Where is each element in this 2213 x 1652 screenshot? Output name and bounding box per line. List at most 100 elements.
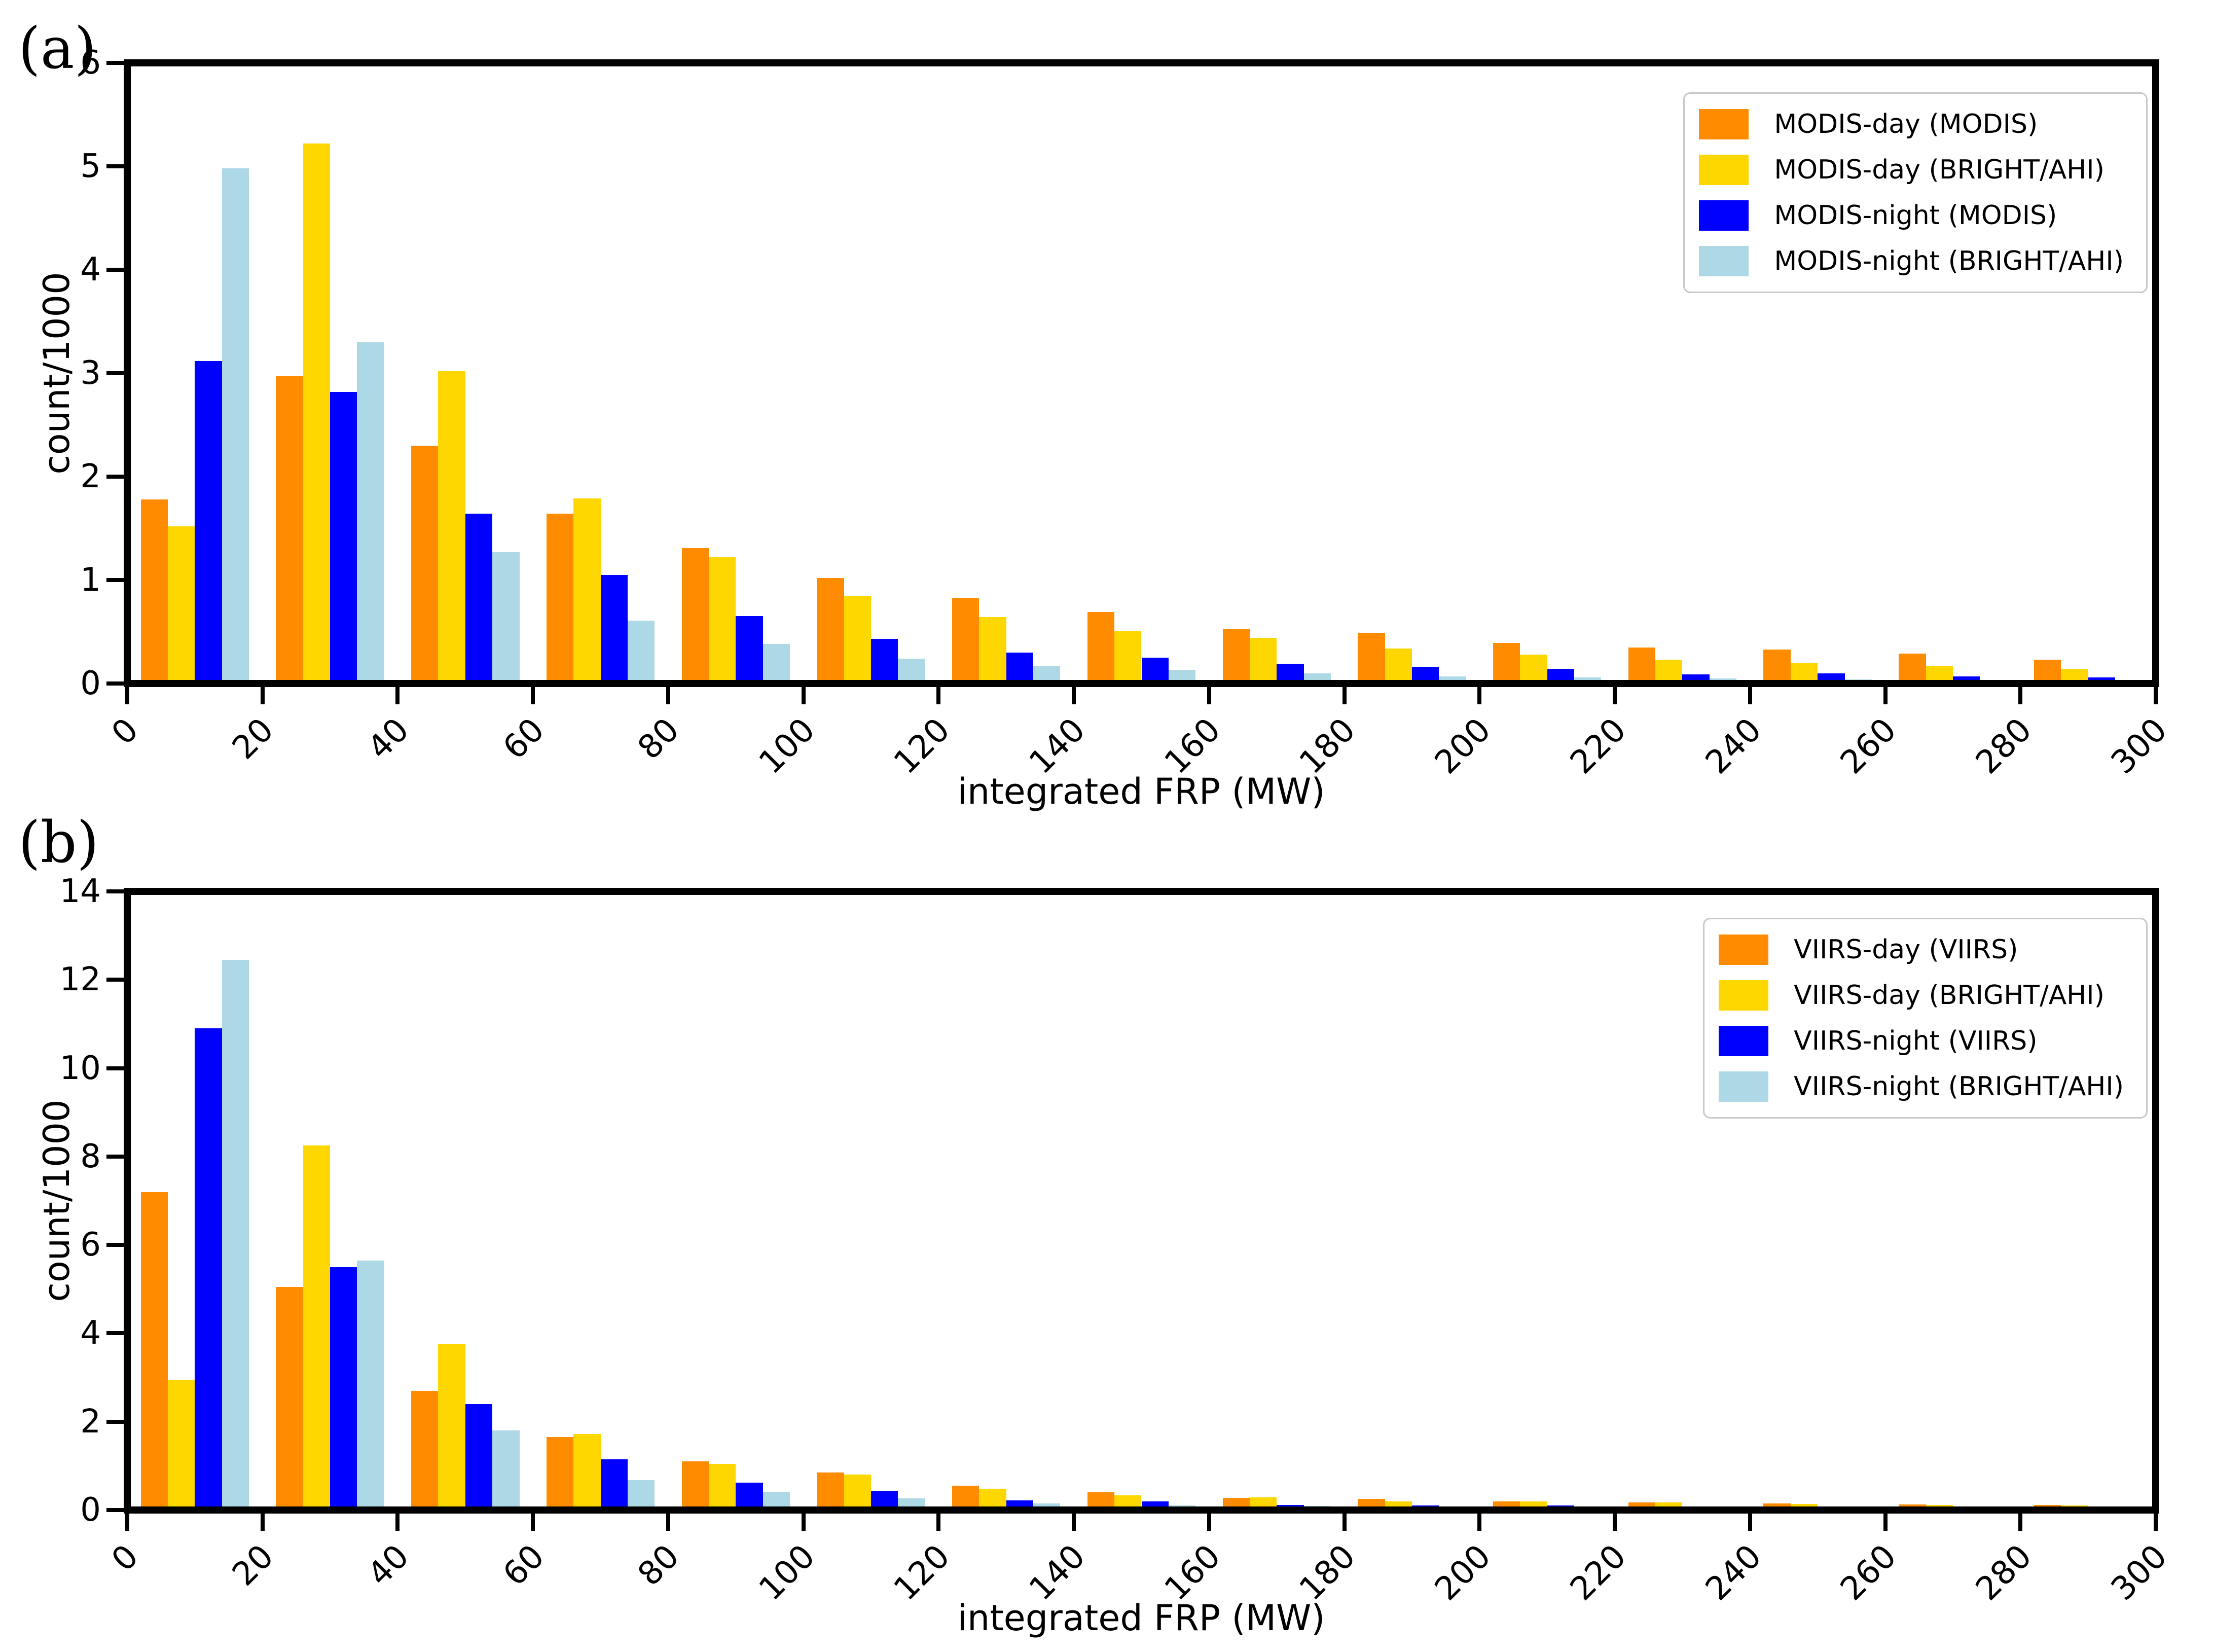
bar-viirs-night-viirs--bin11 <box>1682 1506 1710 1510</box>
x-tick-label: 160 <box>1157 1537 1228 1608</box>
bar-modis-night-modis--bin9 <box>1411 667 1439 684</box>
bar-modis-night-modis--bin14 <box>2088 677 2115 684</box>
legend-label: MODIS-day (BRIGHT/AHI) <box>1774 155 2105 185</box>
bar-viirs-day-viirs--bin1 <box>276 1286 303 1510</box>
bar-modis-day-bright-ahi--bin3 <box>573 498 601 684</box>
bar-modis-night-modis--bin2 <box>465 514 493 684</box>
bar-modis-day-bright-ahi--bin11 <box>1655 660 1683 684</box>
bars-layer-b <box>127 891 2156 1510</box>
bar-modis-night-bright-ahi--bin12 <box>1844 679 1872 684</box>
x-tick-40 <box>395 687 400 704</box>
x-tick-180 <box>1342 1514 1347 1531</box>
legend-row: MODIS-day (BRIGHT/AHI) <box>1699 155 2124 185</box>
x-tick-label: 300 <box>2104 1537 2174 1608</box>
bar-modis-night-modis--bin13 <box>1952 676 1980 684</box>
y-tick-4 <box>106 1331 124 1336</box>
bar-viirs-night-viirs--bin1 <box>330 1267 357 1510</box>
bar-viirs-night-viirs--bin8 <box>1277 1504 1304 1510</box>
bar-modis-night-bright-ahi--bin1 <box>357 342 384 684</box>
legend-color-patch <box>1719 980 1769 1011</box>
bars-layer-a <box>127 63 2156 684</box>
x-tick-260 <box>1883 687 1888 704</box>
bar-modis-day-modis--bin10 <box>1493 643 1520 684</box>
bar-modis-day-bright-ahi--bin9 <box>1385 648 1412 684</box>
bar-viirs-day-viirs--bin5 <box>817 1472 844 1510</box>
x-tick-120 <box>936 687 941 704</box>
bar-viirs-day-viirs--bin2 <box>411 1390 439 1510</box>
x-tick-140 <box>1072 1514 1076 1531</box>
bar-modis-day-bright-ahi--bin13 <box>1926 666 1953 684</box>
legend-color-patch <box>1719 1026 1769 1056</box>
bar-viirs-day-bright-ahi--bin10 <box>1520 1501 1547 1510</box>
x-tick-label: 200 <box>1428 1537 1499 1608</box>
y-tick-5 <box>106 164 124 168</box>
bar-modis-night-bright-ahi--bin13 <box>1980 680 2007 684</box>
bar-modis-day-modis--bin2 <box>411 445 439 684</box>
bar-viirs-day-viirs--bin9 <box>1358 1499 1385 1510</box>
x-tick-80 <box>666 1514 670 1531</box>
legend-label: MODIS-night (MODIS) <box>1774 200 2057 231</box>
bar-modis-day-bright-ahi--bin5 <box>844 595 872 684</box>
legend-color-patch <box>1699 109 1749 139</box>
x-tick-100 <box>801 1514 806 1531</box>
y-tick-label: 6 <box>80 1226 101 1264</box>
bar-modis-day-bright-ahi--bin8 <box>1249 638 1277 684</box>
bar-viirs-day-viirs--bin4 <box>681 1461 709 1510</box>
bar-modis-night-bright-ahi--bin6 <box>1033 666 1061 684</box>
x-tick-20 <box>260 1514 265 1531</box>
x-tick-60 <box>531 687 535 704</box>
bar-viirs-day-bright-ahi--bin8 <box>1249 1497 1277 1510</box>
x-tick-280 <box>2018 687 2023 704</box>
legend-color-patch <box>1699 246 1749 276</box>
y-tick-4 <box>106 268 124 272</box>
x-tick-300 <box>2154 1514 2158 1531</box>
bar-viirs-day-bright-ahi--bin4 <box>708 1463 736 1510</box>
x-tick-200 <box>1477 1514 1482 1531</box>
bar-modis-day-bright-ahi--bin4 <box>708 557 736 684</box>
x-tick-label: 140 <box>1022 1537 1093 1608</box>
y-tick-label: 4 <box>80 251 101 289</box>
y-tick-label: 2 <box>80 458 101 495</box>
x-tick-40 <box>395 1514 400 1531</box>
bar-viirs-day-bright-ahi--bin6 <box>979 1489 1006 1510</box>
bar-viirs-day-bright-ahi--bin11 <box>1655 1502 1683 1510</box>
bar-modis-night-modis--bin4 <box>736 616 763 684</box>
bar-modis-day-modis--bin5 <box>817 578 844 684</box>
y-tick-8 <box>106 1154 124 1159</box>
y-tick-0 <box>106 1508 124 1512</box>
bar-viirs-night-bright-ahi--bin1 <box>357 1260 384 1510</box>
bar-viirs-night-bright-ahi--bin10 <box>1574 1507 1602 1510</box>
x-tick-140 <box>1072 687 1076 704</box>
bar-modis-night-modis--bin10 <box>1547 669 1575 684</box>
y-tick-1 <box>106 578 124 582</box>
legend-color-patch <box>1719 1071 1769 1102</box>
legend-label: VIIRS-day (BRIGHT/AHI) <box>1794 980 2105 1011</box>
bar-viirs-night-bright-ahi--bin6 <box>1033 1503 1061 1510</box>
legend-label: MODIS-day (MODIS) <box>1774 109 2038 139</box>
bar-viirs-night-bright-ahi--bin8 <box>1303 1506 1331 1510</box>
bar-viirs-day-bright-ahi--bin12 <box>1790 1503 1818 1510</box>
x-tick-240 <box>1748 1514 1752 1531</box>
bar-viirs-night-bright-ahi--bin13 <box>1980 1509 2007 1510</box>
x-tick-label: 280 <box>1969 1537 2040 1608</box>
y-tick-label: 2 <box>80 1403 101 1441</box>
x-tick-300 <box>2154 687 2158 704</box>
bar-modis-day-modis--bin13 <box>1899 653 1926 684</box>
x-tick-label: 100 <box>751 1537 822 1608</box>
bar-viirs-day-viirs--bin8 <box>1222 1497 1250 1510</box>
legend-row: MODIS-day (MODIS) <box>1699 109 2124 139</box>
bar-viirs-day-viirs--bin10 <box>1493 1501 1520 1510</box>
legend-label: MODIS-night (BRIGHT/AHI) <box>1774 246 2124 276</box>
y-tick-6 <box>106 1243 124 1247</box>
y-tick-10 <box>106 1066 124 1070</box>
y-axis-label: count/1000 <box>36 1099 78 1302</box>
bar-viirs-night-bright-ahi--bin2 <box>492 1430 520 1510</box>
panel-a-tag: (a) <box>18 16 97 82</box>
x-tick-label: 0 <box>104 1537 146 1579</box>
bar-viirs-day-bright-ahi--bin5 <box>844 1475 872 1510</box>
bar-modis-day-modis--bin4 <box>681 548 709 684</box>
x-tick-240 <box>1748 687 1752 704</box>
x-tick-80 <box>666 687 670 704</box>
bar-viirs-day-viirs--bin12 <box>1763 1503 1791 1510</box>
